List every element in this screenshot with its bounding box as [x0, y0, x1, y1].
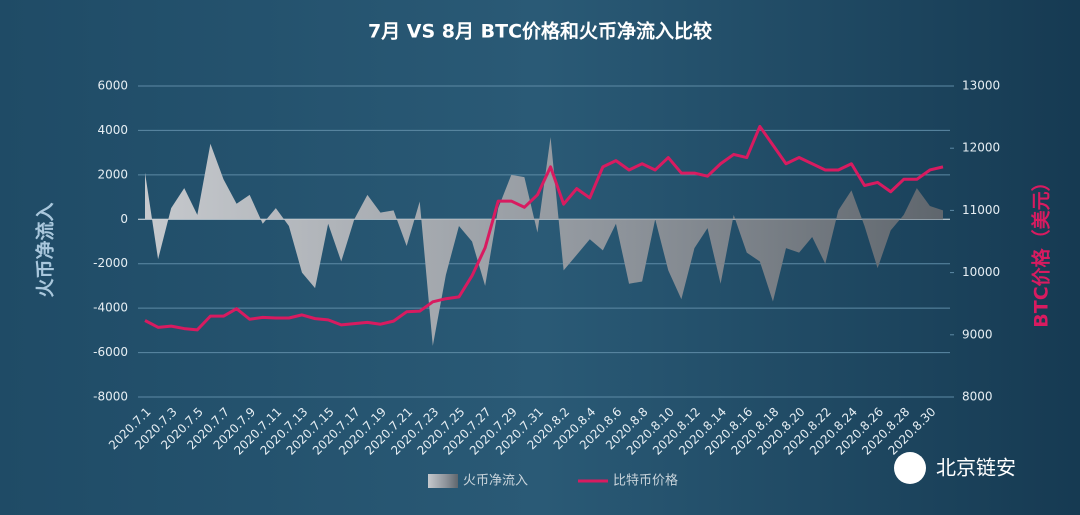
legend: 火币净流入 比特币价格 [428, 473, 678, 489]
y2-tick-label: 10000 [962, 265, 1000, 279]
y-tick-label: -8000 [93, 390, 128, 404]
y-tick-label: 4000 [97, 123, 128, 137]
legend-label: 比特币价格 [613, 473, 678, 489]
watermark-icon [894, 452, 926, 484]
y2-tick-label: 11000 [962, 203, 1000, 217]
y2-tick-label: 13000 [962, 79, 1000, 93]
legend-label: 火币净流入 [463, 474, 528, 489]
y-tick-label: 2000 [97, 167, 128, 181]
y-tick-label: 6000 [97, 79, 128, 93]
y-axis-title: 火币净流入 [34, 202, 57, 297]
y-tick-label: -2000 [93, 256, 128, 270]
y2-tick-label: 9000 [962, 327, 993, 341]
y2-axis-title: BTC价格（美元） [1030, 172, 1053, 327]
line [144, 124, 944, 332]
y2-tick-label: 12000 [962, 141, 1000, 155]
y-tick-label: 0 [120, 212, 128, 226]
y-tick-label: -4000 [93, 301, 128, 315]
legend-swatch [428, 474, 458, 488]
y2-tick-label: 8000 [962, 390, 993, 404]
area [145, 137, 943, 346]
watermark-text: 北京链安 [936, 456, 1016, 480]
y-tick-label: -6000 [93, 345, 128, 359]
watermark: 北京链安 [894, 452, 1016, 484]
chart-title: 7月 VS 8月 BTC价格和火币净流入比较 [368, 20, 712, 43]
